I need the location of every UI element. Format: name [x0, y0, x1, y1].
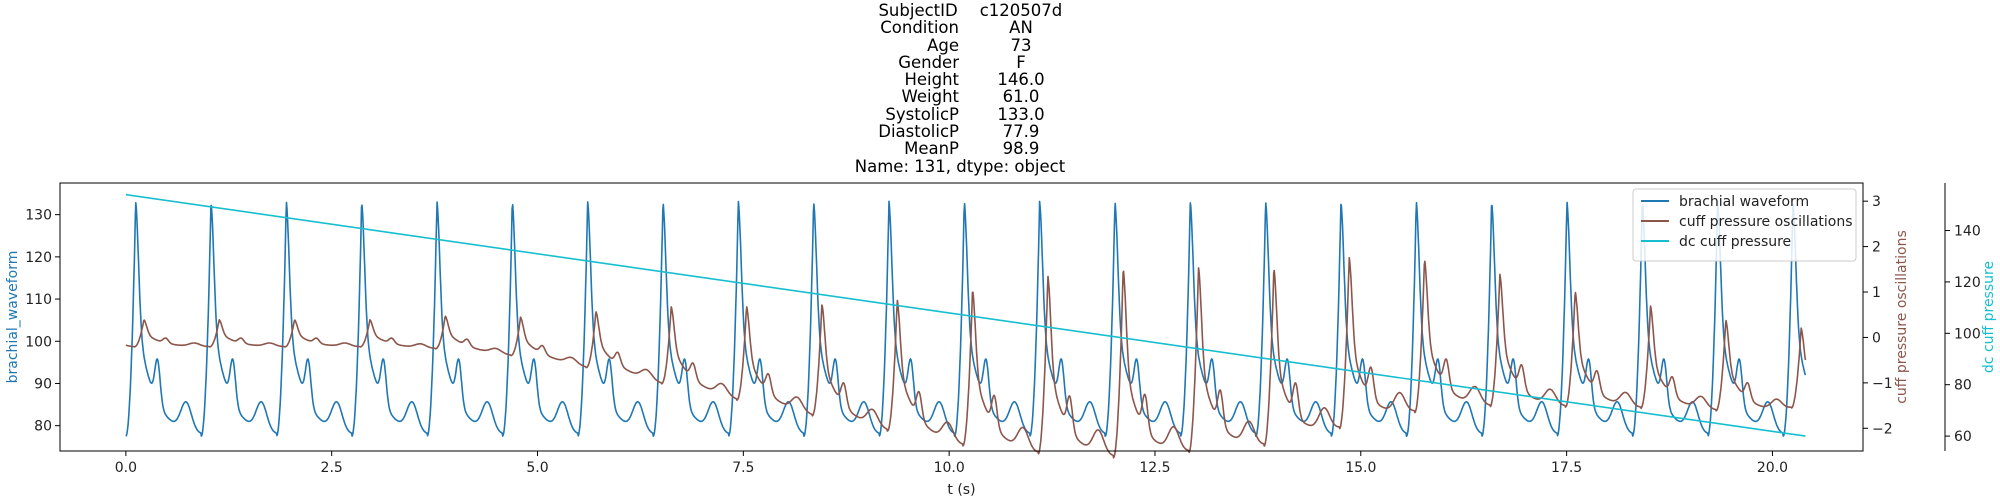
- y-left-axis-label: brachial_waveform: [5, 251, 21, 384]
- series-line: [125, 256, 1807, 459]
- title-row: SystolicP 133.0: [0, 104, 1920, 124]
- x-tick-label: 17.5: [1551, 460, 1582, 476]
- title-key: SystolicP: [885, 104, 959, 124]
- title-value: 146.0: [997, 70, 1045, 90]
- title-row: Condition AN: [0, 18, 1920, 38]
- y-right-axis-label: cuff pressure oscillations: [1894, 230, 1910, 404]
- title-value: 73: [1010, 35, 1032, 55]
- legend: brachial waveform cuff pressure oscillati…: [1632, 188, 1857, 262]
- y-left-tick-label: 100: [25, 334, 52, 350]
- y-left-tick-label: 80: [34, 419, 52, 435]
- legend-label: dc cuff pressure: [1679, 234, 1791, 250]
- y-left-tick-label: 130: [25, 208, 52, 224]
- y-right-tick-label: −2: [1872, 421, 1893, 437]
- title-key: SubjectID: [878, 1, 958, 20]
- title-value: c120507d: [979, 1, 1063, 20]
- title-key: Age: [927, 35, 959, 55]
- y-right2-tick-label: 100: [1954, 326, 1981, 342]
- x-tick-label: 0.0: [115, 460, 137, 476]
- x-tick-label: 7.5: [732, 460, 754, 476]
- x-tick-label: 20.0: [1757, 460, 1788, 476]
- x-tick-label: 12.5: [1139, 460, 1170, 476]
- legend-box: [1632, 188, 1857, 262]
- title-row: MeanP 98.9: [0, 139, 1920, 159]
- title-row: Gender F: [0, 52, 1920, 72]
- y-right-tick-label: 1: [1872, 285, 1881, 301]
- y-right-tick-label: 3: [1872, 194, 1881, 210]
- y-left-tick-label: 120: [25, 250, 52, 266]
- title-row: Height 146.0: [0, 70, 1920, 90]
- title-value: 98.9: [1002, 139, 1040, 159]
- legend-label: cuff pressure oscillations: [1679, 214, 1853, 230]
- y-right-tick-label: −1: [1872, 376, 1893, 392]
- plot-lines: [125, 193, 1807, 459]
- title-value: 61.0: [1002, 87, 1040, 107]
- y-right-tick-label: 0: [1872, 330, 1881, 346]
- y-right2-tick-label: 60: [1954, 429, 1972, 445]
- y-right2-tick-label: 140: [1954, 224, 1981, 240]
- y-right2-tick-label: 120: [1954, 275, 1981, 291]
- x-tick-label: 10.0: [934, 460, 965, 476]
- title-value: AN: [1009, 18, 1033, 38]
- x-tick-label: 2.5: [321, 460, 343, 476]
- title-value: F: [1016, 52, 1026, 72]
- series-line: [125, 200, 1807, 437]
- title-footer: Name: 131, dtype: object: [854, 156, 1066, 176]
- title-value: 133.0: [997, 104, 1045, 124]
- plot-frame: [59, 182, 1864, 452]
- y-left-tick-label: 90: [34, 376, 52, 392]
- title-key: Weight: [901, 87, 959, 107]
- x-tick-label: 15.0: [1345, 460, 1376, 476]
- title-key: DiastolicP: [878, 122, 959, 142]
- y-right2-tick-label: 80: [1954, 378, 1972, 394]
- title-key: Height: [904, 70, 959, 90]
- y-left-tick-label: 110: [25, 292, 52, 308]
- title-row: DiastolicP 77.9: [0, 122, 1920, 142]
- title-key: Condition: [880, 18, 959, 38]
- y-right2-axis-label: dc cuff pressure: [1981, 261, 1997, 373]
- legend-label: brachial waveform: [1679, 194, 1809, 210]
- x-axis-label: t (s): [947, 482, 975, 498]
- chart-title: SubjectID c120507d Condition AN Age 73 Gender F…: [0, 2, 1920, 175]
- title-row: Age 73: [0, 35, 1920, 55]
- title-row: SubjectID c120507d: [0, 1, 1920, 20]
- y-right-tick-label: 2: [1872, 240, 1881, 256]
- x-tick-label: 5.0: [526, 460, 548, 476]
- title-row: Weight 61.0: [0, 87, 1920, 107]
- title-value: 77.9: [1002, 122, 1040, 142]
- series-line: [125, 193, 1806, 437]
- title-key: MeanP: [904, 139, 959, 159]
- title-key: Gender: [898, 52, 959, 72]
